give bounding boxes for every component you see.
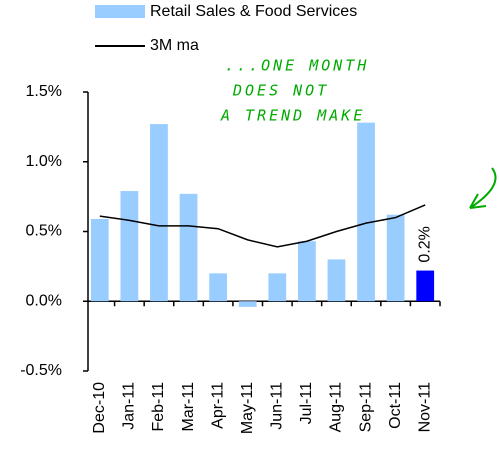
x-tick-label: Nov-11 bbox=[416, 382, 433, 432]
x-tick-label: Jan-11 bbox=[121, 382, 138, 430]
bar bbox=[179, 193, 198, 302]
bar bbox=[268, 273, 287, 302]
annotation: A TREND MAKE bbox=[220, 107, 365, 125]
x-tick-label: Aug-11 bbox=[328, 382, 345, 433]
x-tick-label: Jun-11 bbox=[269, 382, 286, 430]
x-tick-label: May-11 bbox=[239, 382, 256, 434]
x-tick-label: Jul-11 bbox=[298, 382, 315, 424]
data-label: 0.2% bbox=[416, 226, 433, 262]
legend-label: 3M ma bbox=[150, 37, 199, 54]
x-tick-label: Apr-11 bbox=[209, 382, 226, 429]
x-tick-label: Mar-11 bbox=[180, 382, 197, 432]
bar bbox=[298, 241, 316, 302]
bar bbox=[209, 273, 227, 302]
bar bbox=[386, 214, 405, 302]
bar bbox=[327, 259, 346, 302]
bar bbox=[416, 270, 435, 302]
y-tick-label: 0.5% bbox=[26, 223, 62, 240]
y-tick-label: 1.5% bbox=[26, 83, 62, 100]
bar bbox=[238, 301, 257, 307]
annotation-arrow bbox=[469, 167, 497, 209]
legend-label: Retail Sales & Food Services bbox=[150, 3, 357, 20]
bar bbox=[357, 122, 375, 302]
legend-swatch bbox=[95, 5, 145, 18]
annotation: DOES NOT bbox=[232, 82, 329, 100]
x-tick-label: Feb-11 bbox=[150, 382, 167, 432]
y-tick-label: 1.0% bbox=[26, 153, 62, 170]
y-tick-label: 0.0% bbox=[26, 292, 62, 309]
x-tick-label: Sep-11 bbox=[357, 382, 374, 433]
bar bbox=[90, 218, 109, 302]
line bbox=[99, 204, 426, 248]
annotation: ...ONE MONTH bbox=[225, 57, 369, 75]
y-tick-label: -0.5% bbox=[20, 362, 62, 379]
bar bbox=[150, 124, 168, 302]
x-tick-label: Dec-10 bbox=[91, 382, 108, 434]
bar bbox=[120, 191, 139, 302]
x-tick-label: Oct-11 bbox=[387, 382, 404, 429]
